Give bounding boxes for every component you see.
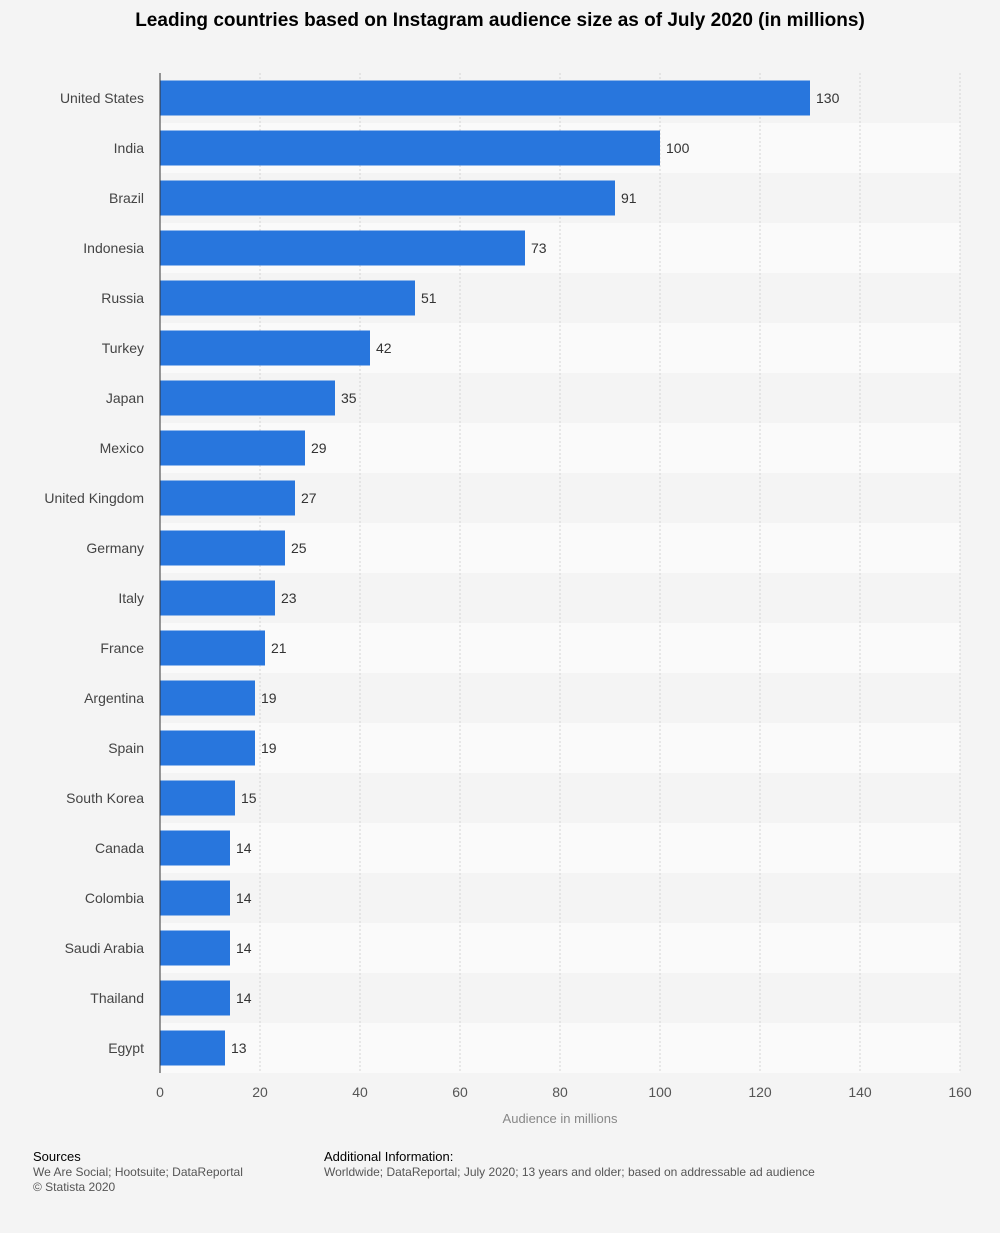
category-label: Colombia — [85, 890, 144, 906]
x-tick-label: 100 — [648, 1084, 672, 1100]
value-label: 27 — [301, 490, 317, 506]
copyright-text: © Statista 2020 — [33, 1180, 116, 1194]
bar[interactable] — [160, 830, 230, 866]
value-label: 51 — [421, 290, 437, 306]
value-label: 73 — [531, 240, 547, 256]
x-axis-title: Audience in millions — [503, 1111, 618, 1126]
row-band — [160, 523, 960, 573]
x-tick-label: 120 — [748, 1084, 772, 1100]
category-label: United States — [60, 90, 144, 106]
value-label: 15 — [241, 790, 257, 806]
category-label: Germany — [86, 540, 144, 556]
value-label: 19 — [261, 690, 277, 706]
sources-block: Sources We Are Social; Hootsuite; DataRe… — [33, 1148, 243, 1195]
bar[interactable] — [160, 530, 285, 566]
value-label: 14 — [236, 890, 252, 906]
bar[interactable] — [160, 1030, 225, 1066]
chart-title: Leading countries based on Instagram aud… — [135, 10, 865, 31]
bar[interactable] — [160, 780, 235, 816]
category-label: Argentina — [84, 690, 144, 706]
x-tick-label: 20 — [252, 1084, 268, 1100]
bar[interactable] — [160, 280, 415, 316]
category-label: Canada — [95, 840, 144, 856]
category-label: France — [100, 640, 144, 656]
sources-text: We Are Social; Hootsuite; DataReportal — [33, 1165, 243, 1179]
x-tick-label: 40 — [352, 1084, 368, 1100]
bar[interactable] — [160, 130, 660, 166]
x-tick-label: 140 — [848, 1084, 872, 1100]
bar[interactable] — [160, 630, 265, 666]
category-label: Russia — [101, 290, 144, 306]
category-label: India — [114, 140, 145, 156]
category-label: United Kingdom — [44, 490, 144, 506]
value-label: 91 — [621, 190, 637, 206]
category-label: Thailand — [90, 990, 144, 1006]
bar[interactable] — [160, 580, 275, 616]
value-label: 42 — [376, 340, 392, 356]
bar[interactable] — [160, 930, 230, 966]
category-label: Brazil — [109, 190, 144, 206]
additional-info-block: Additional Information: Worldwide; DataR… — [324, 1148, 815, 1180]
x-tick-label: 80 — [552, 1084, 568, 1100]
row-band — [160, 923, 960, 973]
bar[interactable] — [160, 480, 295, 516]
sources-heading[interactable]: Sources — [33, 1149, 81, 1164]
row-band — [160, 1023, 960, 1073]
value-label: 14 — [236, 940, 252, 956]
row-band — [160, 723, 960, 773]
category-label: Spain — [108, 740, 144, 756]
row-band — [160, 623, 960, 673]
bar[interactable] — [160, 380, 335, 416]
bar[interactable] — [160, 330, 370, 366]
value-label: 14 — [236, 990, 252, 1006]
category-label: Turkey — [102, 340, 144, 356]
x-tick-label: 160 — [948, 1084, 972, 1100]
value-label: 13 — [231, 1040, 247, 1056]
value-label: 25 — [291, 540, 307, 556]
category-label: Saudi Arabia — [65, 940, 145, 956]
bar[interactable] — [160, 430, 305, 466]
value-label: 23 — [281, 590, 297, 606]
category-label: Italy — [118, 590, 144, 606]
row-band — [160, 823, 960, 873]
category-label: Mexico — [100, 440, 145, 456]
value-label: 35 — [341, 390, 357, 406]
bar[interactable] — [160, 680, 255, 716]
category-label: Japan — [106, 390, 144, 406]
x-tick-label: 0 — [156, 1084, 164, 1100]
value-label: 130 — [816, 90, 840, 106]
additional-info-heading[interactable]: Additional Information: — [324, 1149, 454, 1164]
value-label: 100 — [666, 140, 690, 156]
category-label: Egypt — [108, 1040, 144, 1056]
category-label: South Korea — [66, 790, 144, 806]
category-label: Indonesia — [83, 240, 144, 256]
value-label: 19 — [261, 740, 277, 756]
value-label: 29 — [311, 440, 327, 456]
value-label: 21 — [271, 640, 287, 656]
bar[interactable] — [160, 230, 525, 266]
value-label: 14 — [236, 840, 252, 856]
bar[interactable] — [160, 80, 810, 116]
bar[interactable] — [160, 730, 255, 766]
bar[interactable] — [160, 180, 615, 216]
bar[interactable] — [160, 880, 230, 916]
x-tick-label: 60 — [452, 1084, 468, 1100]
bar[interactable] — [160, 980, 230, 1016]
additional-info-text: Worldwide; DataReportal; July 2020; 13 y… — [324, 1165, 815, 1179]
